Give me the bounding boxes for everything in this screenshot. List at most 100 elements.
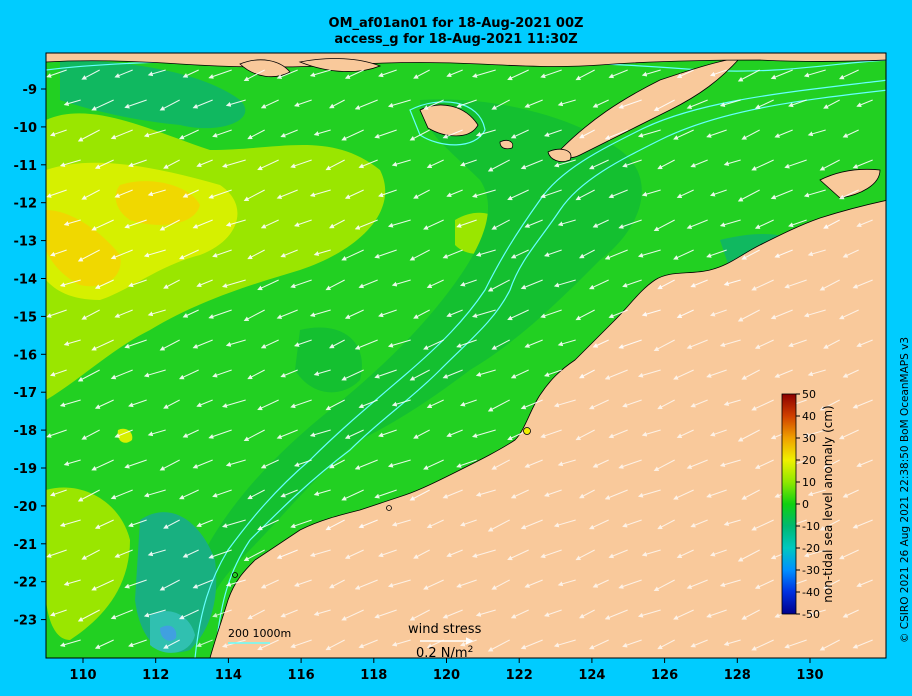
wind-arrow [475, 129, 496, 137]
wind-arrow [110, 129, 133, 140]
wind-arrow [544, 369, 562, 377]
wind-arrow [491, 579, 510, 590]
wind-arrow [751, 399, 774, 411]
wind-arrow [159, 339, 180, 351]
wind-arrow [313, 369, 331, 376]
wind-arrow [257, 159, 279, 171]
wind-arrow [391, 399, 411, 407]
wind-arrow [471, 429, 496, 438]
wind-arrow [260, 579, 279, 589]
wind-arrow [290, 519, 312, 529]
land-melville [819, 168, 881, 199]
wind-arrow [358, 639, 378, 649]
wind-arrow [182, 309, 199, 318]
wind-arrow [63, 99, 81, 106]
wind-arrow [589, 159, 609, 170]
wind-arrow [856, 579, 873, 588]
wind-arrow [290, 279, 312, 289]
wind-arrow [63, 579, 81, 586]
wind-arrow [842, 489, 859, 498]
wind-arrow [94, 399, 114, 409]
wind-arrow [641, 429, 661, 437]
wind-arrow [520, 279, 543, 290]
wind-arrow [475, 609, 496, 617]
wind-arrow [196, 159, 213, 168]
wind-arrow [544, 489, 562, 497]
wind-arrow [507, 69, 529, 81]
wind-arrow [819, 399, 840, 411]
wind-arrow [147, 309, 166, 317]
wind-arrow [575, 549, 595, 561]
wind-arrow [690, 519, 708, 528]
wind-arrow [341, 369, 364, 381]
wind-arrow [354, 219, 378, 230]
wind-arrow [637, 609, 661, 618]
wind-arrow [823, 219, 840, 229]
wind-arrow [842, 249, 859, 258]
wind-arrow [540, 429, 562, 439]
wind-arrow [313, 489, 331, 496]
wind-arrow [709, 189, 727, 197]
wind-arrow [839, 309, 859, 320]
wind-arrow [637, 249, 661, 258]
wind-arrow [344, 549, 364, 559]
wind-arrow [487, 519, 510, 532]
wind-arrow [212, 129, 232, 138]
wind-arrow [618, 459, 642, 469]
wind-arrow [475, 249, 496, 257]
wind-arrow [510, 129, 529, 139]
wind-arrow [456, 99, 477, 108]
y-tick-label: -17 [14, 386, 38, 401]
wind-arrow [754, 219, 774, 229]
wind-arrow [442, 609, 463, 619]
wind-arrow [540, 69, 562, 79]
wind-arrow [618, 219, 642, 229]
wind-arrow [426, 279, 444, 289]
wind-arrow [770, 69, 793, 80]
wind-arrow [374, 489, 397, 499]
wind-arrow [192, 339, 213, 349]
wind-arrow [49, 489, 67, 497]
wind-arrow [589, 519, 609, 530]
wind-arrow [592, 99, 609, 108]
wind-arrow [807, 129, 826, 137]
wind-arrow [676, 189, 694, 199]
wind-arrow [91, 579, 114, 591]
wind-arrow [179, 249, 199, 260]
wind-arrow [657, 639, 675, 650]
wind-arrow [819, 519, 840, 531]
wind-arrow [208, 429, 232, 439]
wind-arrow [378, 309, 397, 318]
wind-arrow [196, 279, 213, 288]
wind-arrow [423, 579, 444, 590]
wind-arrow [491, 99, 510, 110]
wind-arrow [706, 609, 727, 618]
wind-arrow [856, 99, 873, 108]
wind-arrow [673, 609, 694, 620]
wind-arrow [673, 369, 694, 380]
wind-arrow [579, 369, 595, 379]
wind-arrow [690, 639, 708, 648]
wind-arrow [622, 279, 642, 288]
wind-arrow [294, 459, 312, 467]
wind-arrow [354, 459, 378, 470]
wind-arrow [774, 129, 793, 138]
wind-arrow [553, 159, 576, 168]
colorbar-tick-label: -50 [802, 608, 820, 621]
wind-arrow [856, 459, 873, 468]
anomaly-yellow-spot [117, 428, 133, 443]
wind-arrow [391, 279, 411, 287]
wind-arrow [819, 639, 840, 651]
wind-arrow [471, 549, 496, 558]
wind-arrow [280, 129, 298, 138]
wind-arrow [788, 219, 807, 228]
wind-arrow [579, 249, 595, 259]
wind-arrow [579, 609, 595, 619]
wind-arrow [737, 69, 760, 82]
wind-arrow [221, 519, 246, 528]
colorbar-tick-label: 50 [802, 388, 816, 401]
wind-arrow [387, 219, 411, 228]
x-tick-label: 120 [433, 668, 460, 683]
wind-arrow [243, 549, 265, 561]
